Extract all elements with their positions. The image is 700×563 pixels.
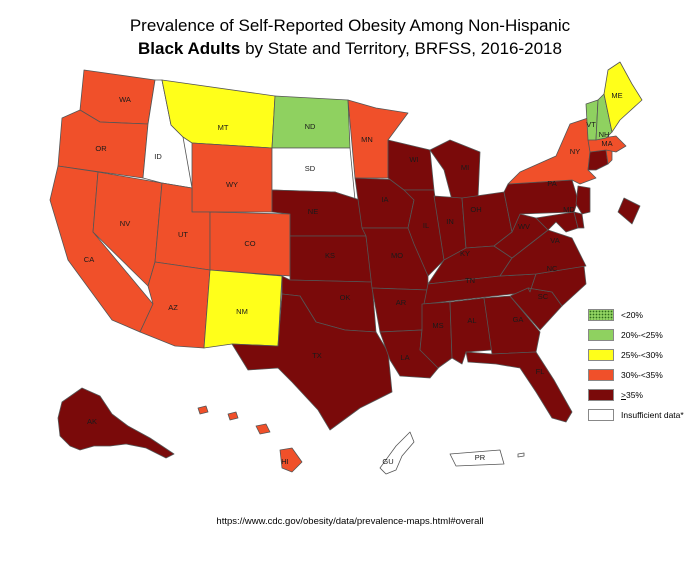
label-in: IN [446,217,454,226]
label-ak: AK [87,417,97,426]
legend-label: >35% [621,390,643,400]
state-mi[interactable] [429,139,481,201]
label-fl: FL [536,367,545,376]
label-sc: SC [538,292,549,301]
label-co: CO [244,239,255,248]
label-ca: CA [84,255,94,264]
label-ia: IA [381,195,388,204]
label-vt: VT [586,120,596,129]
label-nd: ND [305,122,316,131]
legend-swatch [588,409,614,421]
hawaii-kauai [197,405,209,415]
label-la: LA [400,353,409,362]
state-ga[interactable] [483,295,541,355]
state-fl[interactable] [465,351,573,423]
label-nv: NV [120,219,130,228]
legend-label: 25%-<30% [621,350,663,360]
label-pr: PR [475,453,486,462]
title-line-2-rest: by State and Territory, BRFSS, 2016-2018 [240,39,562,58]
label-wy: WY [226,180,238,189]
state-ak[interactable] [57,387,175,459]
map-title: Prevalence of Self-Reported Obesity Amon… [0,14,700,60]
label-mi: MI [461,163,469,172]
label-hi: HI [281,457,289,466]
label-nm: NM [236,307,248,316]
state-ct[interactable] [587,149,609,171]
territory-pr[interactable] [449,449,505,467]
hawaii-oahu [227,411,239,421]
legend-label: 30%-<35% [621,370,663,380]
label-wv: WV [518,222,530,231]
label-az: AZ [168,303,178,312]
label-ut: UT [178,230,188,239]
legend-swatch [588,389,614,401]
state-wy[interactable] [191,142,273,213]
label-nc: NC [547,264,558,273]
state-nj[interactable] [575,185,591,215]
label-al: AL [467,316,476,325]
label-pa: PA [547,179,556,188]
state-de[interactable] [573,211,585,229]
label-ky: KY [460,249,470,258]
label-nh: NH [599,130,610,139]
label-or: OR [95,144,107,153]
territory-gu[interactable] [379,431,415,475]
label-wi: WI [409,155,418,164]
state-hi[interactable] [279,447,303,473]
label-gu: GU [382,457,393,466]
label-md: MD [563,205,575,214]
label-tn: TN [465,276,475,285]
state-nh[interactable] [595,93,613,141]
state-tx[interactable] [231,293,393,431]
label-ga: GA [513,315,524,324]
state-ar[interactable] [371,287,429,333]
state-labels: WA OR CA NV ID MT WY UT AZ CO NM ND SD NE KS OK TX MN IA MO… [84,91,623,466]
label-il: IL [423,221,429,230]
label-mn: MN [361,135,373,144]
legend-swatch [588,349,614,361]
label-va: VA [550,236,559,245]
label-id: ID [154,152,162,161]
hawaii-maui [255,423,271,435]
state-az[interactable] [139,261,211,349]
label-me: ME [611,91,622,100]
label-ma: MA [601,139,612,148]
source-url: https://www.cdc.gov/obesity/data/prevale… [216,516,484,527]
state-ny[interactable] [507,117,597,185]
state-me[interactable] [603,61,643,133]
title-emphasis: Black Adults [138,39,241,58]
label-ms: MS [432,321,443,330]
legend-swatch [588,329,614,341]
state-dc[interactable] [617,197,641,225]
label-ar: AR [396,298,407,307]
title-line-2: Black Adults by State and Territory, BRF… [0,37,700,60]
label-mo: MO [391,251,403,260]
label-sd: SD [305,164,316,173]
state-wi[interactable] [387,139,435,191]
label-wa: WA [119,95,131,104]
label-tx: TX [312,351,322,360]
legend-label: Insufficient data* [621,410,684,420]
label-ok: OK [340,293,351,302]
legend-swatch [588,369,614,381]
territory-vi [517,452,525,458]
state-wa[interactable] [79,69,156,125]
label-oh: OH [470,205,481,214]
title-line-1: Prevalence of Self-Reported Obesity Amon… [129,16,571,35]
label-mt: MT [218,123,229,132]
legend-label: 20%-<25% [621,330,663,340]
label-ny: NY [570,147,580,156]
label-ks: KS [325,251,335,260]
legend-swatch [588,309,614,321]
label-ne: NE [308,207,318,216]
legend-label: <20% [621,310,643,320]
